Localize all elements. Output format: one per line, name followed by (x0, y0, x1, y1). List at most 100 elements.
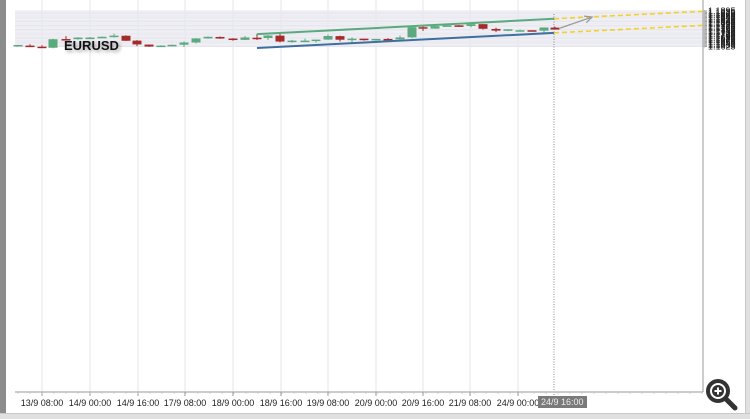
lower-channel[interactable] (256, 31, 555, 50)
y-tick-label: 1.1665 (708, 36, 736, 46)
candle-body[interactable] (371, 38, 381, 41)
candle-body[interactable] (478, 24, 488, 29)
y-tick-label: 1.1655 (708, 38, 736, 48)
candle-body[interactable] (418, 27, 428, 29)
candle-body[interactable] (347, 38, 357, 41)
x-tick-label: 24/9 00:00 (497, 398, 540, 408)
cursor-time-label: 24/9 16:00 (538, 396, 587, 408)
chart-panel: 1.1895 1.1885 1.1875 1.1865 1.1855 1.1845 1.18… (6, 0, 745, 413)
y-tick-label: 1.1765 (708, 23, 736, 33)
y-tick-label: 1.1815 (708, 17, 736, 27)
y-tick-label: 1.1875 (708, 9, 736, 19)
x-tick-label: 18/9 00:00 (212, 398, 255, 408)
y-tick-label: 1.1755 (708, 24, 736, 34)
y-tick-label: 1.1735 (708, 27, 736, 37)
candle-body[interactable] (466, 24, 476, 27)
candle-body[interactable] (121, 35, 131, 41)
candle-body[interactable] (25, 45, 35, 48)
candle-body[interactable] (515, 30, 525, 32)
candle-body[interactable] (311, 39, 321, 42)
candle-body[interactable] (109, 35, 119, 38)
x-tick-label: 19/9 08:00 (307, 398, 350, 408)
candle-body[interactable] (37, 46, 47, 49)
candle-body[interactable] (395, 37, 405, 40)
arrow-head (583, 15, 594, 24)
candle-body[interactable] (252, 37, 262, 40)
candle-body[interactable] (228, 38, 238, 41)
upper-channel[interactable] (256, 17, 555, 36)
candle-body[interactable] (13, 44, 23, 47)
candle-body[interactable] (275, 35, 285, 42)
x-tick-label: 21/9 08:00 (449, 398, 492, 408)
candle-body[interactable] (85, 37, 95, 40)
x-tick-label: 18/9 16:00 (260, 398, 303, 408)
y-tick-label: 1.1885 (708, 7, 736, 17)
x-tick-label: 14/9 00:00 (69, 398, 112, 408)
candle-body[interactable] (240, 37, 250, 40)
y-tick-label: 1.1685 (708, 34, 736, 44)
y-tick-label: 1.1775 (708, 22, 736, 32)
candle-body[interactable] (359, 38, 369, 41)
y-tick-label: 1.1795 (708, 19, 736, 29)
candle-body[interactable] (383, 38, 393, 41)
right-border (745, 0, 750, 418)
y-tick-label: 1.1675 (708, 35, 736, 45)
lower-projection[interactable] (553, 24, 704, 34)
y-tick-label: 1.1705 (708, 31, 736, 41)
y-tick-label: 1.1835 (708, 14, 736, 24)
y-tick-label: 1.1745 (708, 26, 736, 36)
y-tick-label: 1.1805 (708, 18, 736, 28)
y-tick-label: 1.1865 (708, 10, 736, 20)
candle-body[interactable] (300, 40, 310, 43)
x-tick-label: 20/9 00:00 (355, 398, 398, 408)
upper-projection[interactable] (553, 10, 704, 20)
candle-body[interactable] (191, 38, 201, 43)
candle-body[interactable] (203, 36, 213, 39)
y-tick-label: 1.1845 (708, 13, 736, 23)
y-tick-label: 1.1725 (708, 28, 736, 38)
candle-body[interactable] (491, 28, 501, 31)
x-tick-label: 20/9 16:00 (402, 398, 445, 408)
candle-body[interactable] (503, 29, 513, 31)
candle-body[interactable] (454, 25, 464, 27)
candle-body[interactable] (97, 36, 107, 39)
candle-body[interactable] (73, 37, 83, 40)
y-tick-label: 1.1825 (708, 15, 736, 25)
candle-body[interactable] (48, 39, 58, 48)
candle-body[interactable] (61, 39, 71, 41)
candle-body[interactable] (132, 40, 142, 45)
x-tick-label: 13/9 08:00 (21, 398, 64, 408)
candle-body[interactable] (167, 44, 177, 47)
candle-body[interactable] (179, 42, 189, 45)
y-tick-label: 1.1645 (708, 39, 736, 49)
y-tick-label: 1.1785 (708, 20, 736, 30)
bottom-border (0, 413, 750, 419)
target-arrow[interactable] (559, 16, 593, 29)
candle-body[interactable] (215, 36, 225, 39)
zoom-in-icon (706, 379, 738, 411)
y-tick-label: 1.1895 (708, 6, 736, 16)
candle-body[interactable] (263, 35, 273, 38)
candle-body[interactable] (156, 45, 166, 48)
y-tick-label: 1.1855 (708, 11, 736, 21)
candle-body[interactable] (539, 27, 549, 31)
candle-body[interactable] (527, 30, 537, 32)
zoom-in-button[interactable] (704, 377, 738, 411)
symbol-label: EURUSD (64, 38, 119, 53)
y-tick-label: 1.1635 (708, 40, 736, 50)
candle-body[interactable] (550, 27, 560, 30)
y-tick-label: 1.1695 (708, 32, 736, 42)
y-tick-label: 1.1715 (708, 30, 736, 40)
x-tick-label: 17/9 08:00 (164, 398, 207, 408)
candle-body[interactable] (287, 40, 297, 43)
candle-body[interactable] (335, 36, 345, 40)
left-border (0, 0, 6, 418)
y-tick-label: 1.1625 (708, 42, 736, 52)
candle-body[interactable] (430, 26, 440, 29)
candle-body[interactable] (323, 36, 333, 40)
candle-body[interactable] (144, 44, 154, 47)
candle-body[interactable] (407, 27, 417, 38)
candle-body[interactable] (442, 25, 452, 27)
price-chart[interactable]: 1.18951.18851.18751.18651.18551.18451.18… (6, 0, 745, 413)
